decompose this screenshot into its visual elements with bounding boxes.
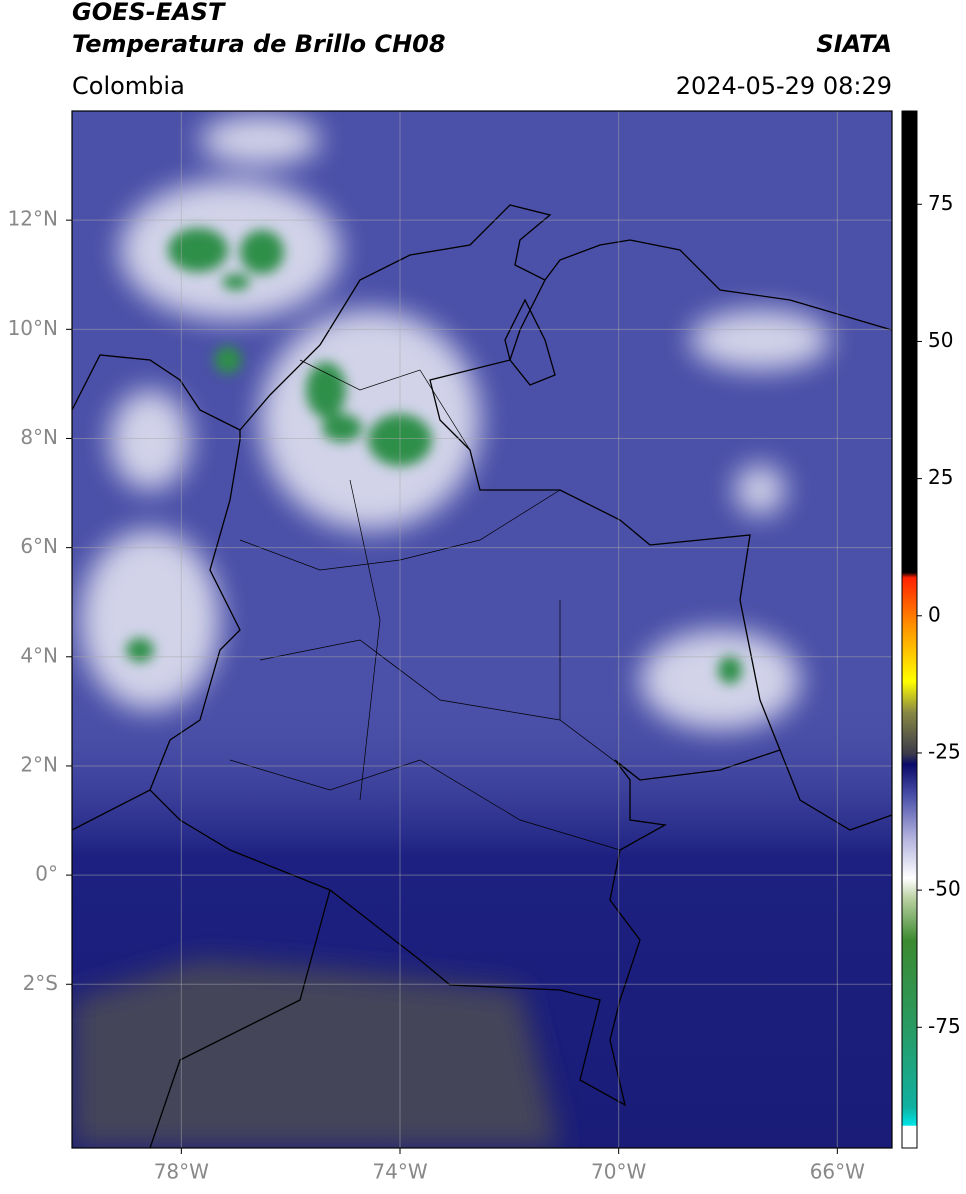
x-tick-label: 78°W: [154, 1160, 209, 1184]
colorbar-tick-label: 50: [928, 328, 953, 352]
colorbar-tick-label: -50: [928, 877, 961, 901]
datetime: 2024-05-29 08:29: [676, 72, 892, 100]
colorbar-tick-label: -25: [928, 739, 961, 763]
colorbar-tick-label: 0: [928, 602, 941, 626]
grid: [72, 111, 892, 1148]
y-tick-label: 12°N: [8, 207, 58, 231]
y-tick-label: 2°N: [20, 752, 58, 776]
source: SIATA: [816, 30, 892, 58]
y-tick-label: 6°N: [20, 534, 58, 558]
map-frame: [71, 110, 893, 1149]
colorbar-tick-label: 75: [928, 191, 953, 215]
y-tick-label: 10°N: [8, 316, 58, 340]
colorbar: [901, 110, 918, 1149]
x-tick-label: 70°W: [591, 1160, 646, 1184]
y-tick-label: 4°N: [20, 643, 58, 667]
product: Temperatura de Brillo CH08: [72, 30, 446, 58]
colorbar-tick-label: 25: [928, 465, 953, 489]
x-tick-label: 66°W: [810, 1160, 865, 1184]
x-tick-label: 74°W: [372, 1160, 427, 1184]
satellite-image: [72, 111, 892, 1148]
colorbar-tick-label: -75: [928, 1014, 961, 1038]
y-tick-label: 0°: [35, 862, 58, 886]
satellite: GOES-EAST: [72, 0, 226, 26]
y-tick-label: 8°N: [20, 425, 58, 449]
region: Colombia: [72, 72, 185, 100]
y-tick-label: 2°S: [23, 971, 58, 995]
